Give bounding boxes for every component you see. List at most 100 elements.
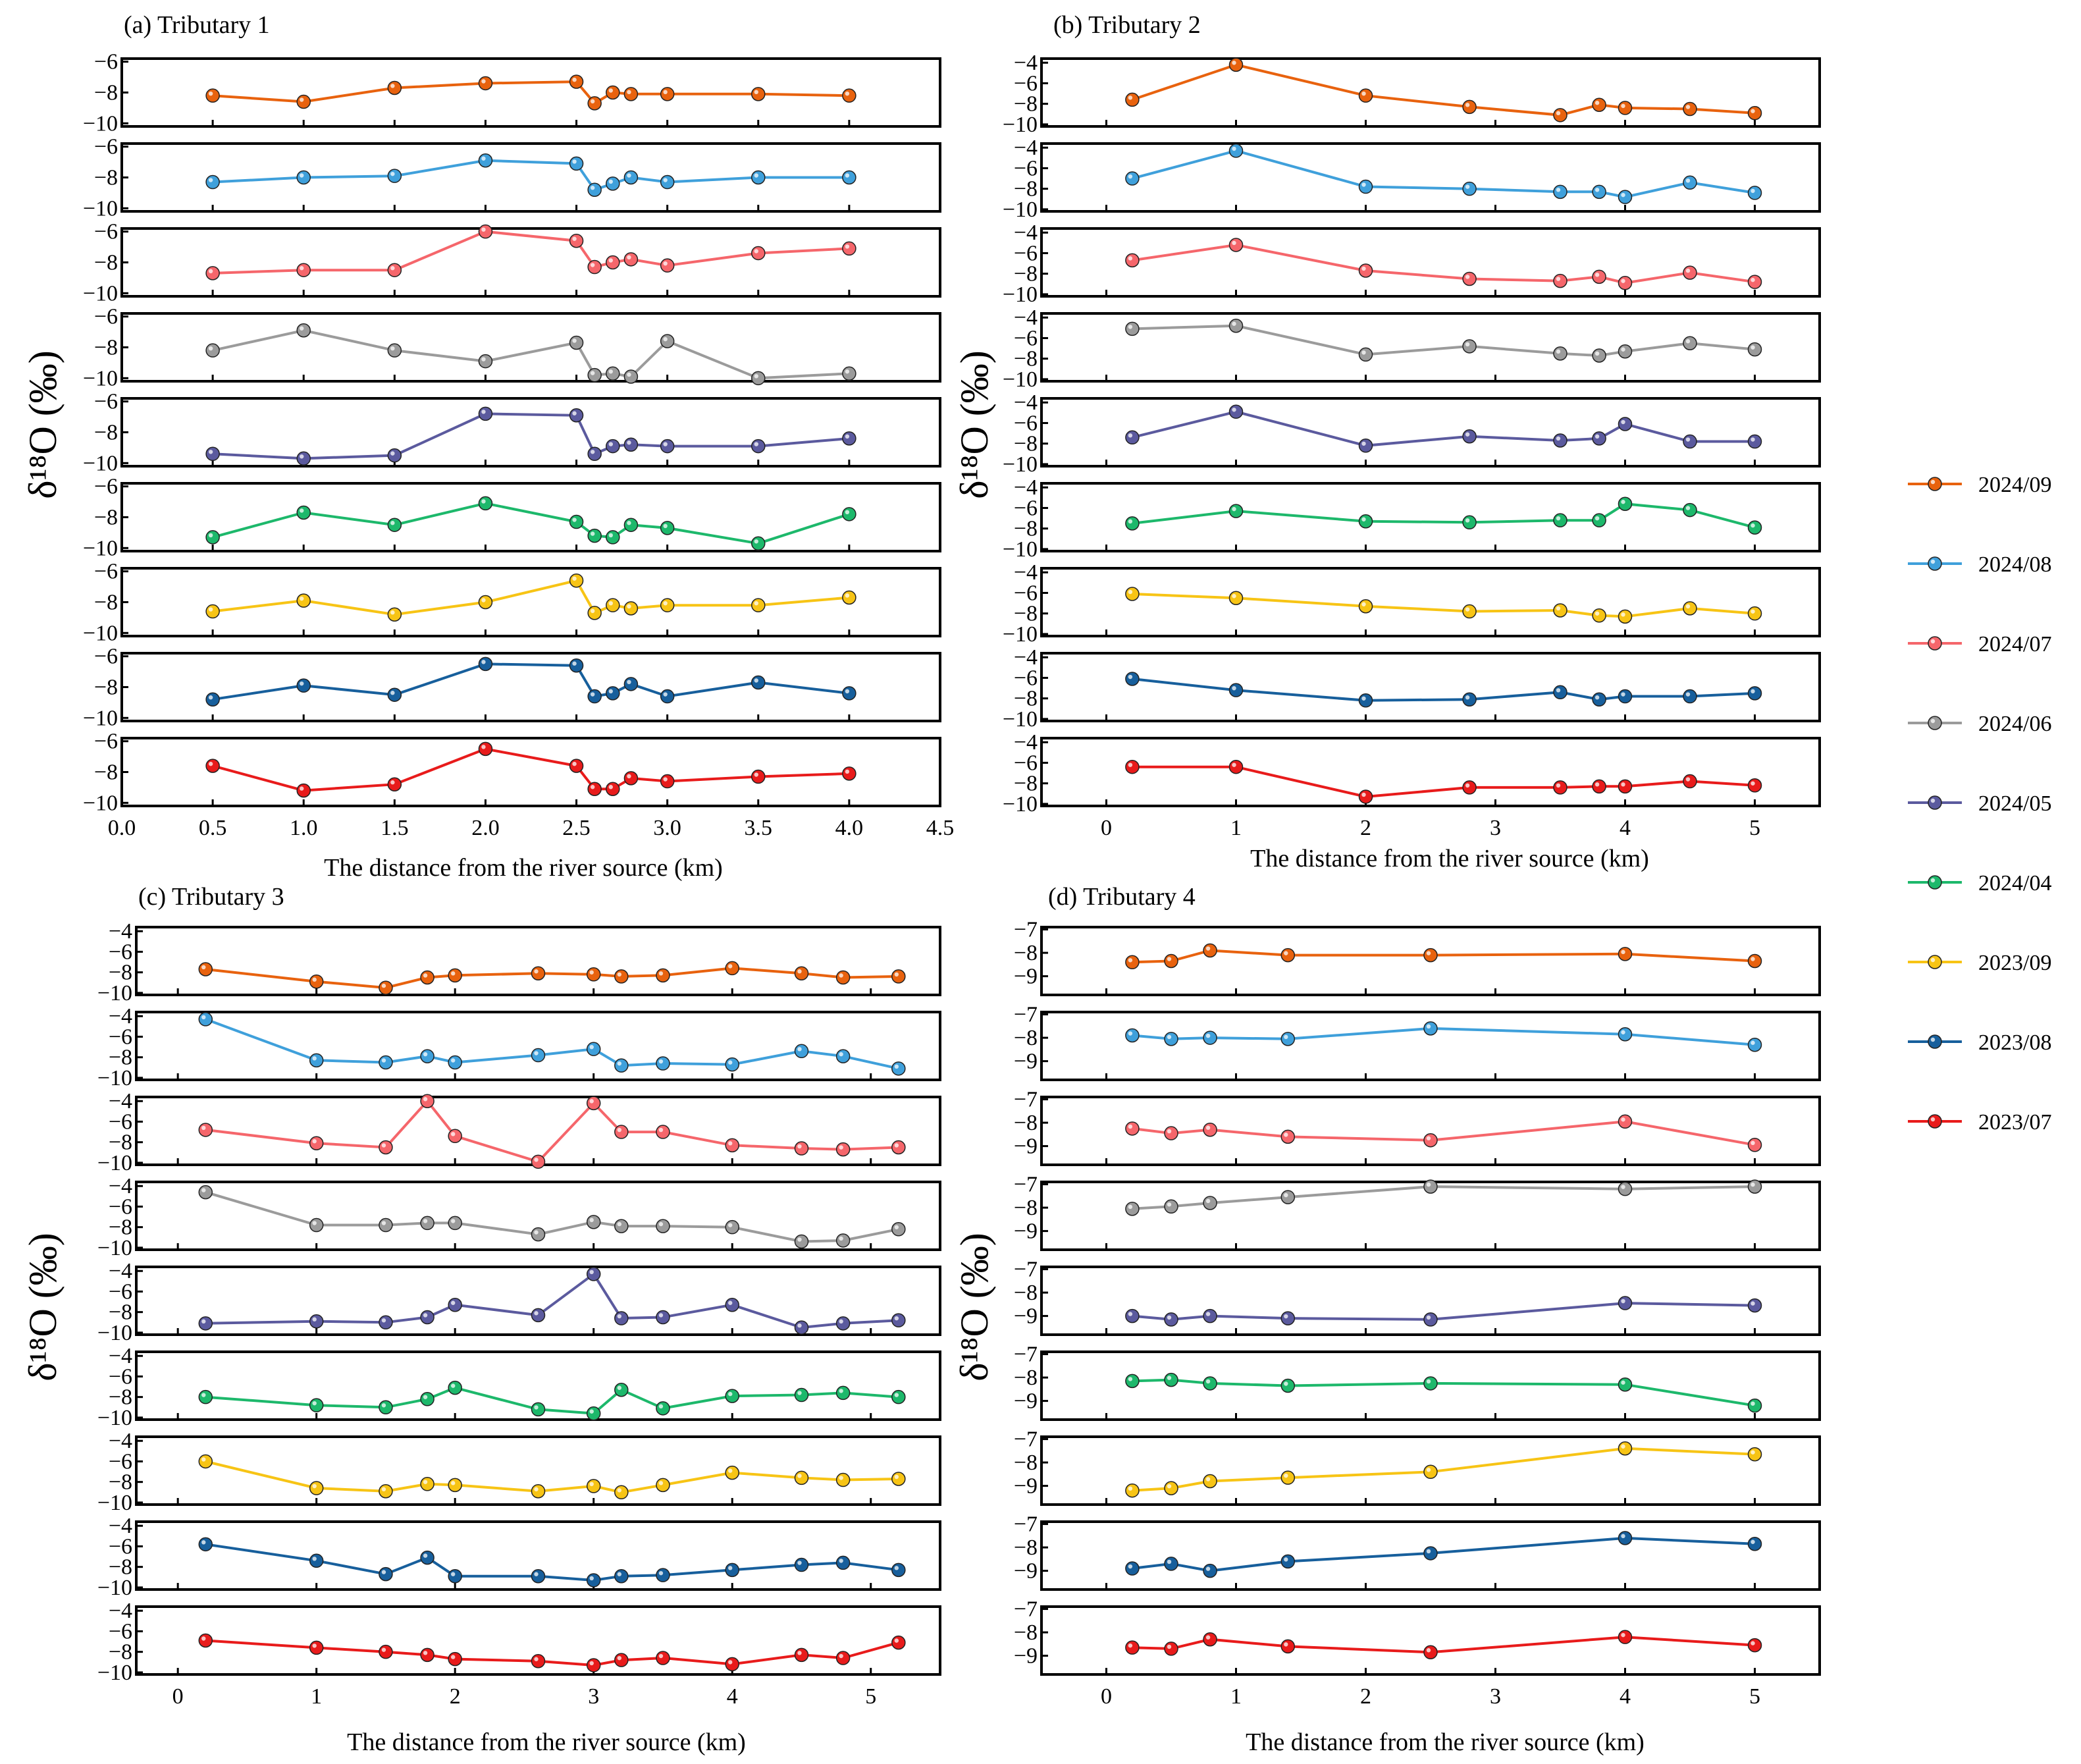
data-point-highlight (1128, 519, 1133, 524)
data-point-highlight (617, 1061, 622, 1066)
data-point-highlight (845, 593, 850, 598)
data-point-highlight (1685, 777, 1691, 782)
x-tick-label: 4 (1620, 816, 1631, 840)
data-point-highlight (839, 1319, 843, 1324)
data-point-highlight (894, 1143, 899, 1148)
data-point (1125, 1561, 1140, 1576)
subplot-frame (1040, 482, 1821, 552)
data-point (379, 1566, 393, 1582)
data-point (1592, 608, 1606, 623)
y-tick-label: −9 (1014, 1050, 1038, 1074)
data-point (448, 1055, 462, 1070)
data-point (296, 678, 311, 693)
y-tick-label: −8 (1014, 1281, 1038, 1305)
data-point-highlight (845, 369, 850, 374)
data-point (1462, 780, 1477, 795)
data-point-highlight (608, 179, 613, 184)
data-point-highlight (1621, 1444, 1625, 1449)
data-point-highlight (1751, 1040, 1755, 1045)
data-point-highlight (450, 1383, 456, 1388)
data-point-highlight (627, 521, 631, 525)
data-point-highlight (1751, 781, 1755, 786)
data-point-highlight (617, 1572, 622, 1576)
subplot-2023-08: −10−8−6−4 (1003, 645, 1821, 732)
data-point-highlight (390, 346, 395, 351)
data-point (1683, 265, 1697, 280)
data-point (623, 677, 639, 691)
data-point (205, 604, 220, 619)
data-point (1125, 1121, 1140, 1136)
y-tick-label: −6 (109, 1194, 132, 1219)
data-point-highlight (617, 1221, 622, 1227)
data-point (387, 263, 402, 277)
y-tick-label: −7 (1014, 1512, 1038, 1537)
subplot-2023-09: −10−8−6−4 (97, 1429, 941, 1515)
data-point (1592, 431, 1606, 446)
legend-marker-highlight (1930, 559, 1936, 564)
data-point-highlight (1128, 95, 1133, 100)
y-tick-label: −4 (109, 1174, 132, 1198)
data-point (1683, 689, 1697, 704)
data-point-highlight (1621, 612, 1625, 617)
data-point (614, 1485, 629, 1500)
data-point (606, 686, 620, 701)
data-point-highlight (608, 369, 613, 374)
data-point-highlight (1465, 607, 1470, 612)
data-point-highlight (590, 450, 595, 454)
x-tick-label: 0 (172, 1684, 184, 1709)
y-tick-label: −4 (1014, 560, 1038, 585)
y-tick-label: −6 (94, 645, 118, 669)
data-point (1553, 184, 1567, 200)
data-point (660, 258, 675, 273)
data-point-highlight (589, 1576, 594, 1581)
x-tick-label: 1 (1230, 816, 1242, 840)
data-point (606, 530, 620, 545)
data-point-highlight (797, 1323, 802, 1328)
data-point (420, 1477, 435, 1491)
data-point-highlight (728, 1141, 733, 1146)
data-point-highlight (381, 1647, 386, 1652)
data-point-highlight (1751, 1140, 1755, 1146)
y-tick-label: −10 (97, 1236, 132, 1260)
data-point-highlight (312, 977, 317, 982)
data-point-highlight (1621, 500, 1625, 504)
data-point (1553, 780, 1567, 795)
data-point (623, 771, 639, 786)
data-point-highlight (201, 1540, 206, 1545)
y-tick-label: −10 (97, 1406, 132, 1430)
panel-b-x-axis-title: The distance from the river source (km) (1250, 845, 1649, 872)
data-point (1747, 1398, 1762, 1413)
data-point (614, 1219, 629, 1233)
data-point (1125, 92, 1140, 107)
data-point-highlight (589, 1409, 594, 1414)
data-point (478, 354, 493, 369)
data-point (1164, 1312, 1178, 1327)
data-point-highlight (1361, 350, 1366, 355)
data-point (1592, 97, 1606, 112)
data-point (309, 1398, 324, 1412)
data-point (1618, 190, 1633, 204)
data-point (587, 606, 602, 620)
subplot-2024-09: −10 −8 −6 (83, 50, 941, 136)
data-point-highlight (423, 1395, 428, 1399)
data-point (198, 962, 213, 976)
data-point (794, 966, 809, 980)
y-tick-label: −4 (1014, 136, 1038, 160)
legend-label: 2024/04 (1978, 871, 2051, 895)
data-point (531, 1653, 546, 1669)
y-tick-label: −7 (1014, 1088, 1038, 1112)
data-point-highlight (590, 186, 595, 190)
data-point (420, 1216, 435, 1231)
data-point (1228, 238, 1244, 252)
data-point (198, 1633, 213, 1648)
data-point-highlight (1594, 188, 1600, 192)
data-point (1747, 1179, 1762, 1194)
data-point-highlight (1128, 433, 1133, 438)
data-point (842, 366, 856, 381)
data-point (751, 769, 766, 784)
data-point-highlight (663, 336, 668, 342)
data-point (198, 1012, 213, 1027)
data-point (1747, 434, 1762, 449)
data-point (1423, 1645, 1438, 1660)
